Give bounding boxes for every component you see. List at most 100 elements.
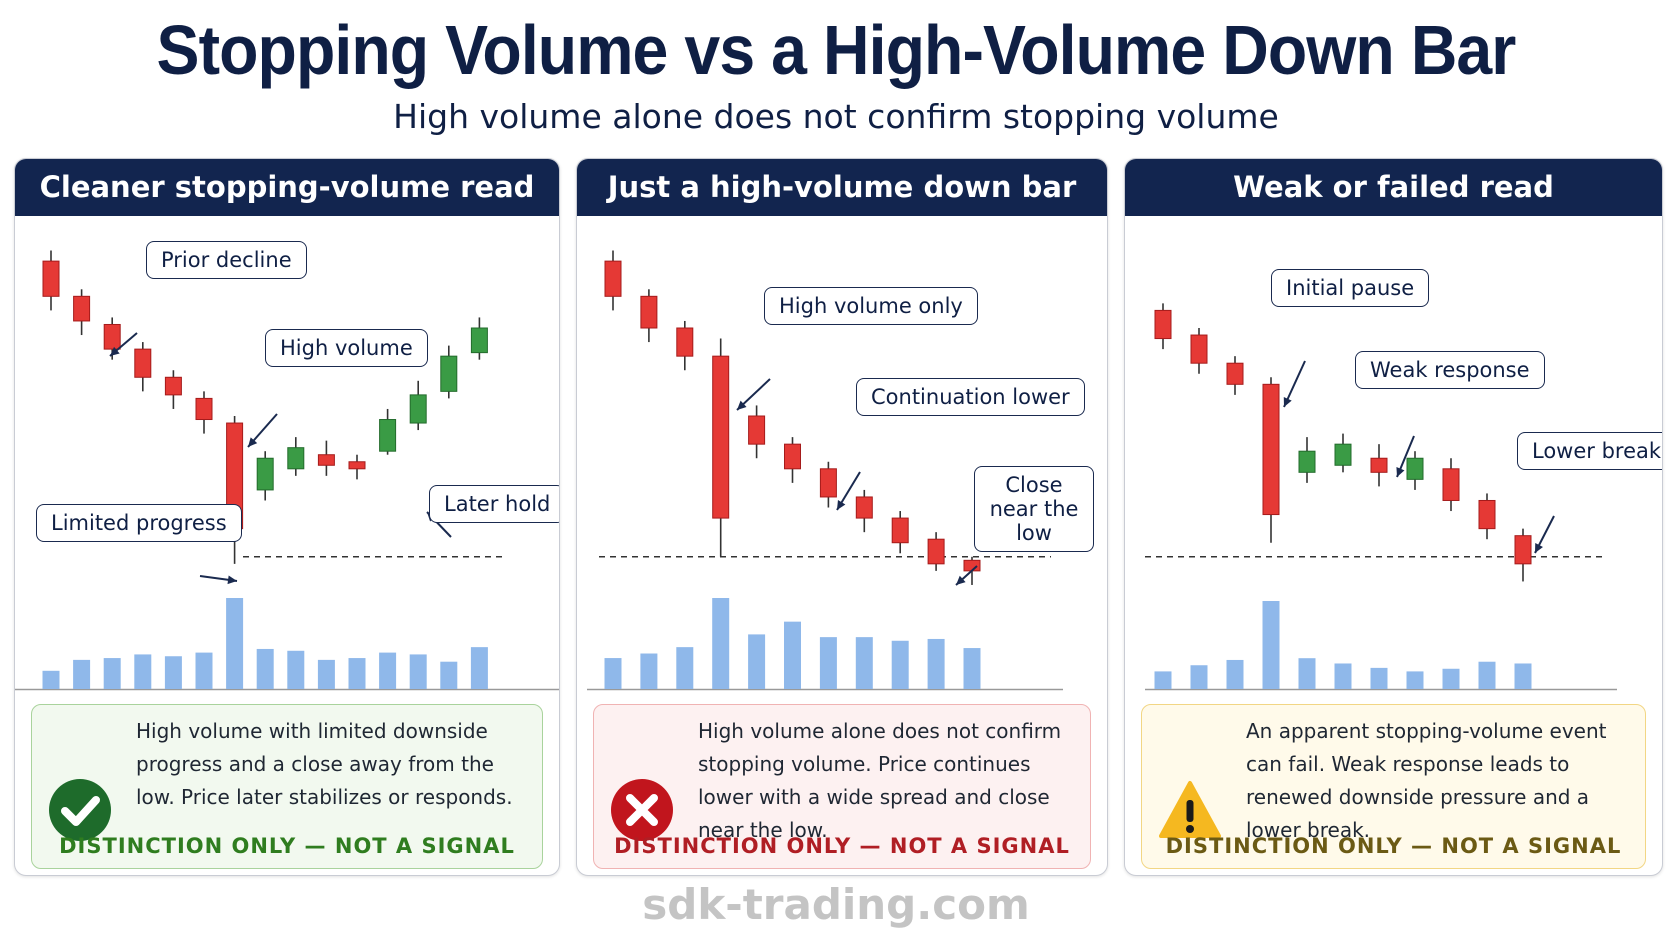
note-box: High volume with limited downside progre…	[31, 704, 543, 869]
note-text: An apparent stopping-volume event can fa…	[1246, 719, 1607, 842]
page-title: Stopping Volume vs a High-Volume Down Ba…	[156, 11, 1517, 89]
volume-bar	[784, 621, 801, 689]
panel-heading: Weak or failed read	[1125, 159, 1662, 216]
note-box: An apparent stopping-volume event can fa…	[1141, 704, 1646, 869]
arrowhead	[1396, 467, 1405, 477]
candlestick-chart	[1145, 303, 1617, 691]
callout-high-volume: High volume	[265, 329, 428, 367]
callout-lower-break: Lower break	[1517, 432, 1662, 470]
candle-body	[1442, 468, 1460, 501]
candle-body	[1190, 334, 1208, 364]
panel-heading: Just a high-volume down bar	[577, 159, 1107, 216]
candle-body	[317, 454, 335, 466]
candle-body	[712, 355, 730, 519]
arrowhead	[837, 500, 846, 510]
volume-bar	[440, 661, 458, 689]
callout-limited-progress: Limited progress	[36, 504, 242, 542]
candle-body	[1478, 499, 1496, 530]
volume-bar	[73, 659, 91, 689]
candle-body	[927, 538, 945, 565]
candle-body	[676, 327, 694, 357]
callout-weak-response: Weak response	[1355, 351, 1545, 389]
callout-prior-decline: Prior decline	[146, 241, 307, 279]
site-watermark: sdk-trading.com	[642, 880, 1030, 929]
candle-body	[348, 461, 366, 470]
distinction-tag: DISTINCTION ONLY — NOT A SIGNAL	[614, 834, 1070, 858]
candle-body	[256, 457, 274, 491]
volume-bar	[1406, 671, 1424, 689]
callout-initial-pause: Initial pause	[1271, 269, 1430, 307]
volume-bar	[1334, 663, 1352, 689]
volume-bar	[1370, 667, 1388, 689]
volume-bar	[409, 654, 427, 689]
volume-bar	[1478, 661, 1496, 689]
distinction-tag: DISTINCTION ONLY — NOT A SIGNAL	[59, 834, 515, 858]
arrowhead	[1283, 397, 1292, 407]
candle-body	[440, 355, 458, 392]
volume-bar	[379, 652, 397, 689]
volume-bar	[676, 647, 694, 689]
callout-close-near-low: Close near the low	[974, 466, 1094, 552]
candle-body	[1370, 457, 1388, 473]
candle-body	[1298, 450, 1316, 473]
note-box: High volume alone does not confirm stopp…	[593, 704, 1091, 869]
page-subtitle: High volume alone does not confirm stopp…	[393, 97, 1279, 136]
volume-bar	[1298, 658, 1316, 689]
candle-body	[42, 260, 60, 297]
candle-body	[134, 348, 152, 378]
warning-triangle-icon	[1158, 721, 1222, 838]
note-text: High volume alone does not confirm stopp…	[698, 719, 1062, 842]
panel-weak-failed-read: Weak or failed read Initial pause Weak r…	[1124, 158, 1663, 876]
volume-bar	[927, 638, 945, 689]
volume-bar	[712, 598, 730, 689]
candle-body	[1154, 309, 1172, 340]
candle-body	[1334, 443, 1352, 466]
candle-body	[164, 376, 182, 396]
volume-bar	[287, 650, 305, 689]
volume-bar	[640, 653, 658, 689]
candle-body	[409, 394, 427, 424]
arrowhead	[956, 575, 966, 585]
panel-high-volume-down-bar: Just a high-volume down bar High volume …	[576, 158, 1108, 876]
volume-bar	[1226, 659, 1244, 689]
arrowhead	[1535, 543, 1543, 553]
x-circle-icon	[610, 721, 674, 841]
panel-cleaner-read: Cleaner stopping-volume read Prior decli…	[14, 158, 560, 876]
volume-bar	[604, 658, 622, 689]
callout-high-volume-only: High volume only	[764, 287, 978, 325]
volume-bar	[42, 670, 60, 689]
volume-bar	[317, 659, 335, 689]
distinction-tag: DISTINCTION ONLY — NOT A SIGNAL	[1165, 834, 1622, 858]
volume-bar	[1514, 663, 1532, 689]
volume-bar	[195, 652, 213, 689]
candle-body	[287, 447, 305, 470]
volume-bar	[103, 658, 121, 689]
volume-bar	[1262, 601, 1280, 689]
note-text: High volume with limited downside progre…	[136, 719, 513, 809]
arrowhead	[737, 400, 747, 410]
candle-body	[1262, 383, 1280, 516]
candle-body	[748, 415, 766, 445]
volume-bar	[891, 640, 909, 689]
check-circle-icon	[48, 721, 112, 841]
volume-bar	[470, 647, 488, 689]
candlestick-chart	[15, 250, 559, 691]
candlestick-chart	[587, 250, 1063, 691]
candle-body	[1514, 535, 1532, 565]
volume-bar	[855, 637, 873, 689]
candle-body	[195, 397, 213, 421]
candle-body	[470, 327, 488, 354]
candle-body	[73, 295, 91, 322]
volume-bar	[348, 658, 366, 689]
volume-bar	[226, 598, 244, 689]
arrowhead	[248, 437, 258, 447]
candle-body	[103, 323, 121, 350]
candle-body	[604, 260, 622, 297]
volume-bar	[1154, 671, 1172, 689]
volume-bar	[256, 648, 274, 689]
candle-body	[784, 443, 801, 470]
candle-body	[819, 468, 837, 498]
candle-body	[379, 419, 397, 452]
arrowhead	[227, 575, 237, 585]
volume-bar	[1442, 668, 1460, 689]
